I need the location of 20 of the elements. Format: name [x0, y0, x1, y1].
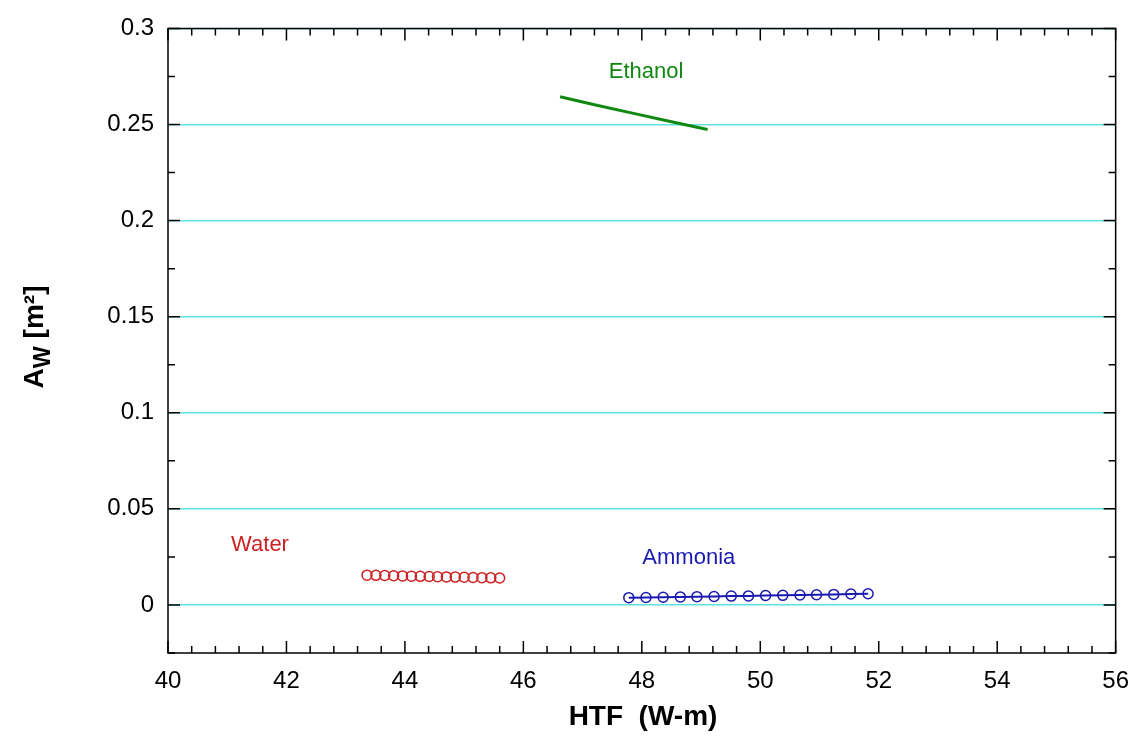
x-tick-label: 48 — [628, 666, 656, 694]
x-tick-label: 46 — [510, 666, 537, 694]
x-tick-label: 42 — [273, 666, 300, 694]
x-axis-title: HTF (W-m) — [568, 700, 718, 732]
x-tick-label: 44 — [391, 666, 419, 694]
y-tick-label: 0.25 — [107, 109, 154, 137]
series-label: Ammonia — [642, 543, 737, 569]
y-tick-label: 0 — [140, 589, 154, 617]
x-tick-label: 40 — [154, 666, 182, 694]
y-tick-label: 0.1 — [120, 397, 154, 425]
x-tick-label: 54 — [983, 666, 1011, 694]
x-tick-label: 56 — [1102, 666, 1129, 694]
y-tick-label: 0.3 — [120, 13, 154, 41]
text: Water — [231, 531, 289, 557]
x-tick-label: 52 — [865, 666, 893, 694]
x-tick-label: 50 — [746, 666, 774, 694]
y-tick-label: 0.2 — [120, 205, 154, 233]
series-label: Ethanol — [608, 57, 684, 83]
y-tick-label: 0.05 — [107, 493, 154, 521]
y-tick-label: 0.15 — [107, 301, 154, 329]
